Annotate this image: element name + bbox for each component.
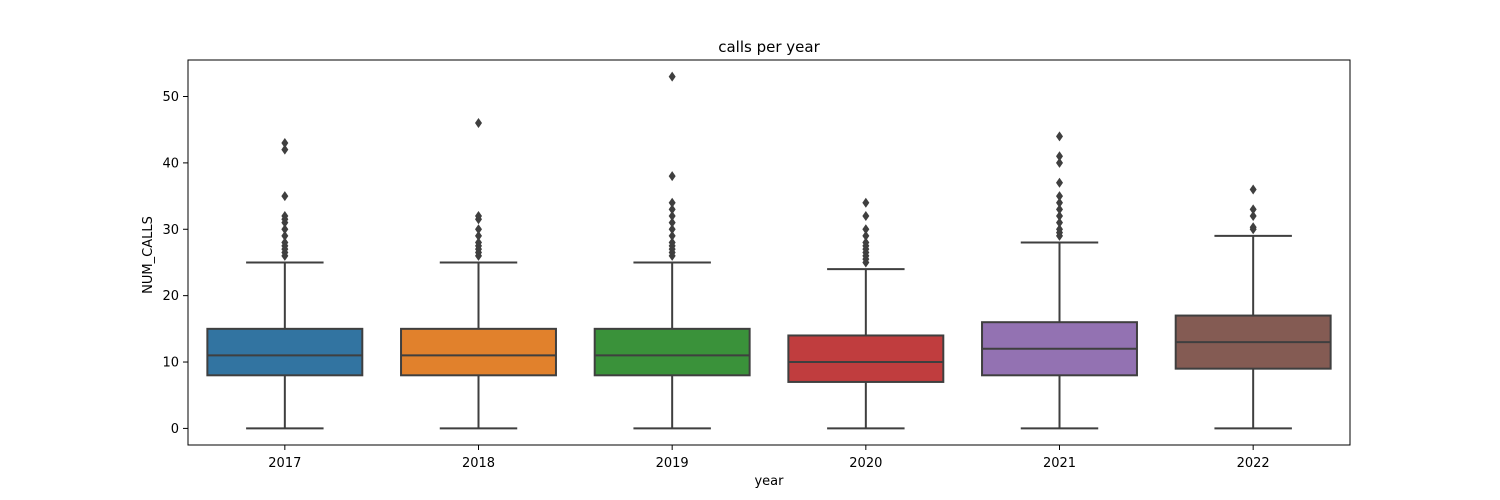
box-iqr: [206, 327, 364, 377]
outlier-point: [862, 210, 870, 221]
outlier-point: [1056, 197, 1063, 208]
outlier-point: [862, 197, 870, 208]
box-2018: [400, 118, 557, 430]
outlier-point: [1056, 191, 1063, 202]
box-iqr: [400, 327, 557, 377]
box-2020: [787, 197, 945, 430]
outlier-point: [281, 230, 289, 241]
x-tick-label: 2020: [849, 456, 882, 471]
y-tick-label: 40: [162, 156, 179, 171]
outlier-point: [862, 224, 870, 235]
x-tick-label: 2019: [656, 456, 689, 471]
outlier-point: [1056, 224, 1063, 235]
outlier-point: [281, 144, 289, 155]
outlier-point: [668, 204, 676, 215]
outlier-point: [475, 230, 482, 241]
outlier-point: [475, 118, 482, 129]
outlier-point: [668, 197, 676, 208]
box-2019: [593, 71, 751, 430]
x-axis-label: year: [754, 474, 784, 489]
outlier-point: [668, 224, 676, 235]
x-tick-label: 2018: [462, 456, 495, 471]
outlier-point: [281, 191, 289, 202]
outlier-point: [281, 210, 289, 221]
outlier-point: [475, 224, 482, 235]
outlier-point: [862, 237, 870, 248]
chart-title: calls per year: [718, 38, 820, 56]
outlier-point: [281, 137, 289, 148]
outlier-point: [668, 171, 676, 182]
outlier-point: [475, 210, 482, 221]
outlier-point: [1249, 184, 1257, 195]
outlier-point: [1249, 210, 1257, 221]
y-tick-label: 0: [171, 422, 179, 437]
outlier-point: [862, 230, 870, 241]
y-tick-label: 30: [162, 223, 179, 238]
outlier-point: [1056, 204, 1063, 215]
box-2017: [206, 137, 364, 430]
outlier-point: [281, 237, 289, 248]
x-tick-label: 2017: [268, 456, 301, 471]
outlier-point: [1056, 131, 1063, 142]
y-tick-label: 10: [162, 356, 179, 371]
box-iqr: [787, 334, 945, 383]
outlier-point: [668, 237, 676, 248]
outlier-point: [475, 237, 482, 248]
box-iqr: [593, 327, 751, 377]
outlier-point: [668, 230, 676, 241]
outlier-point: [281, 224, 289, 235]
outlier-point: [668, 210, 676, 221]
plot-area: 0 10 20 30 40 50 2017 2018 2019 2020 2021 2022: [162, 59, 1351, 471]
y-tick-label: 20: [162, 289, 179, 304]
outlier-point: [1056, 177, 1063, 188]
outlier-point: [1056, 217, 1063, 228]
box-2021: [981, 131, 1138, 430]
y-axis-label: NUM_CALLS: [141, 216, 156, 294]
outlier-point: [668, 217, 676, 228]
outlier-point: [1056, 157, 1063, 168]
outlier-point: [668, 71, 676, 82]
x-tick-label: 2021: [1043, 456, 1076, 471]
outlier-point: [1056, 151, 1063, 162]
y-tick-label: 50: [162, 90, 179, 105]
outlier-point: [1249, 222, 1257, 233]
box-2022: [1174, 184, 1332, 430]
outlier-point: [1249, 204, 1257, 215]
outlier-point: [1056, 210, 1063, 221]
x-tick-label: 2022: [1237, 456, 1270, 471]
plot-frame: [187, 59, 1351, 446]
